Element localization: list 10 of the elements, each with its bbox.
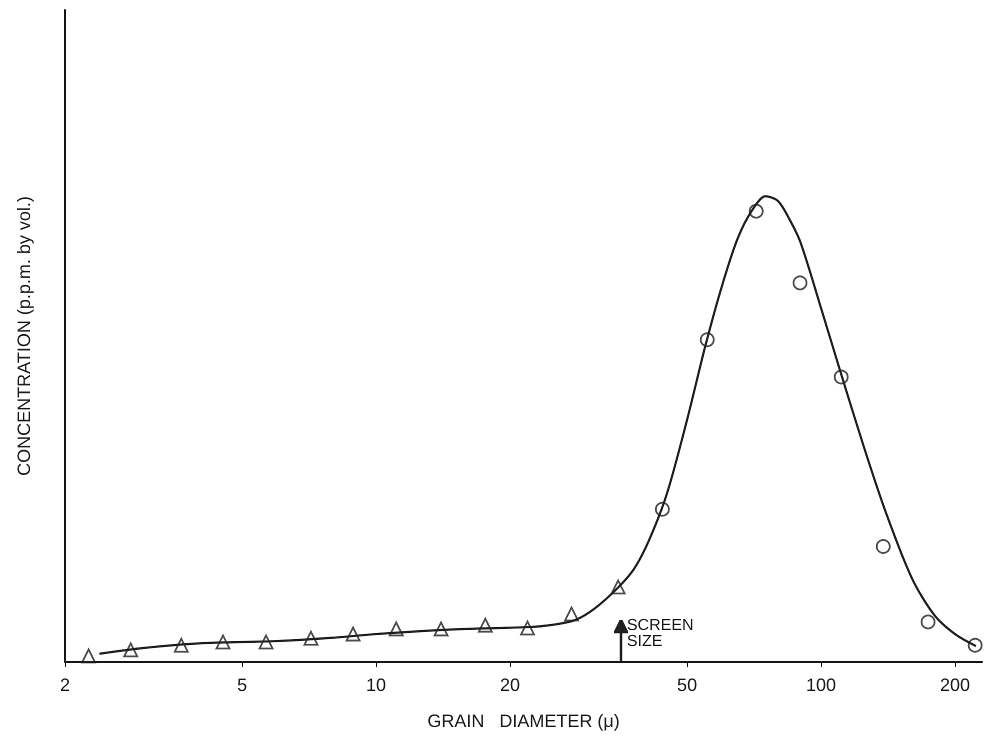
x-axis-title: GRAIN DIAMETER (μ) [427, 711, 620, 731]
y-axis-title: CONCENTRATION (p.p.m. by vol.) [14, 196, 34, 476]
x-tick-label: 2 [60, 675, 70, 695]
ref-line-label: SCREEN SIZE [626, 617, 695, 650]
x-tick-label: 10 [366, 675, 386, 695]
x-tick-label: 200 [940, 675, 970, 695]
x-tick-label: 50 [677, 675, 698, 695]
x-tick-label: 100 [806, 675, 836, 695]
x-tick-label: 5 [237, 675, 248, 695]
x-tick-label: 20 [500, 675, 520, 695]
